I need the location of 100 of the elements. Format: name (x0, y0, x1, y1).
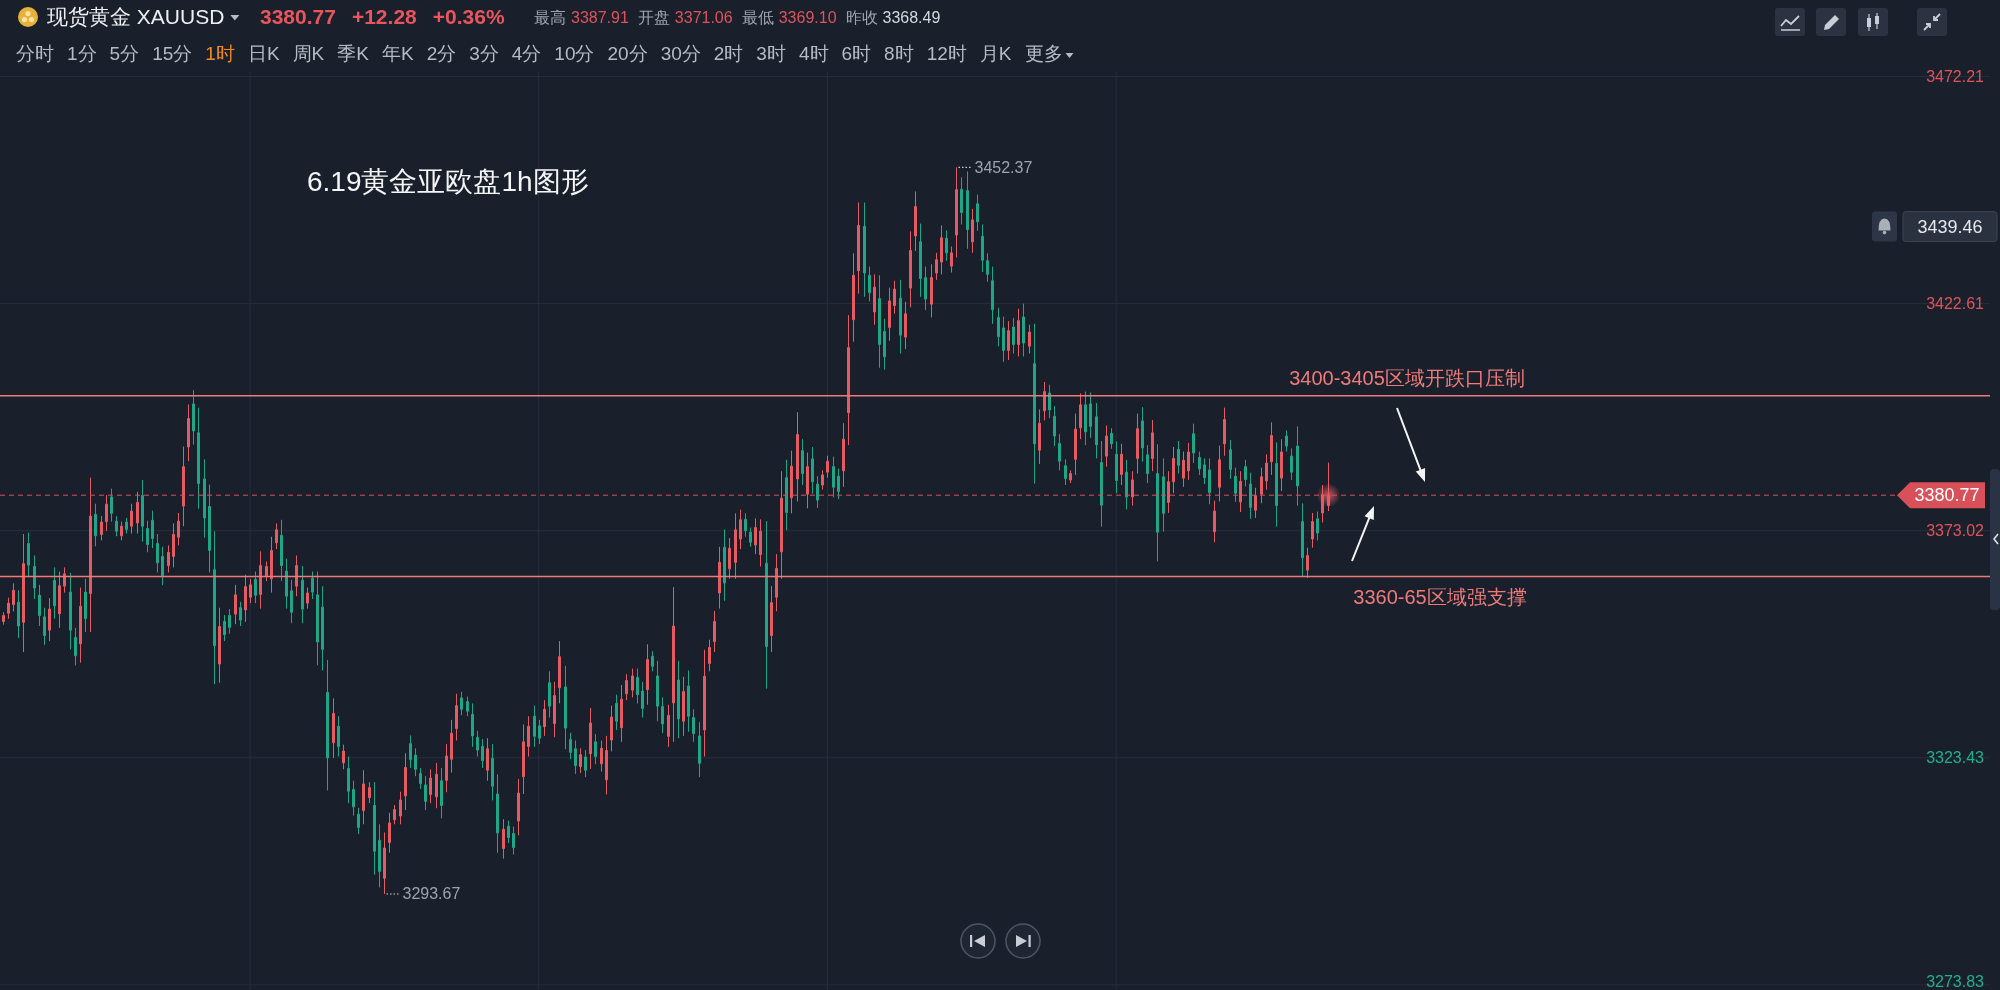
candlestick (1120, 443, 1123, 486)
candlestick (1084, 391, 1087, 446)
candlestick (826, 455, 829, 479)
annotation: 3439.46 (1917, 216, 1983, 237)
candlestick (945, 229, 948, 262)
candlestick (352, 780, 355, 817)
candlestick (1043, 381, 1046, 421)
candlestick (63, 566, 66, 594)
candlestick (321, 585, 324, 671)
candlestick (2, 611, 5, 626)
annotation: 6.19黄金亚欧盘1h图形 (307, 166, 589, 197)
candlestick (579, 747, 582, 774)
candlestick (610, 705, 613, 752)
candlestick (141, 479, 144, 543)
candlestick (1182, 451, 1185, 488)
candlestick (790, 450, 793, 514)
candlestick (347, 755, 350, 804)
candlestick (1012, 317, 1015, 355)
candlestick (450, 719, 453, 774)
candlestick (280, 519, 283, 582)
candlestick (527, 715, 530, 757)
candlestick (172, 522, 175, 568)
candlestick (564, 665, 567, 750)
candlestick (847, 314, 850, 446)
candlestick (1146, 444, 1149, 484)
candlestick (1327, 462, 1330, 512)
candlestick (481, 738, 484, 769)
candlestick (362, 769, 365, 825)
candlestick (435, 762, 438, 809)
candlestick (130, 503, 133, 535)
candlestick (213, 530, 216, 685)
candlestick (74, 627, 77, 666)
candlestick (821, 469, 824, 491)
candlestick (105, 494, 108, 532)
candlestick (1249, 472, 1252, 520)
candlestick (734, 512, 737, 580)
candlestick (167, 544, 170, 573)
candlestick (1079, 392, 1082, 440)
candlestick (94, 503, 97, 547)
candlestick (1074, 413, 1077, 476)
candlestick (785, 459, 788, 531)
candlestick (429, 768, 432, 804)
candlestick (43, 607, 46, 646)
extreme-label: 3452.37 (957, 158, 1033, 176)
candlestick (986, 252, 989, 283)
alert-price: 3439.46 (1902, 211, 1998, 243)
candlestick (1167, 470, 1170, 514)
candlestick (1064, 458, 1067, 486)
candlestick (1069, 469, 1072, 484)
candlestick (368, 781, 371, 804)
candlestick (780, 470, 783, 580)
chart-title: 现货黄金 XAUUSD (47, 5, 225, 28)
candlestick (661, 696, 664, 734)
candlestick (1131, 470, 1134, 507)
candlestick (1198, 451, 1201, 476)
candlestick (775, 553, 778, 612)
candlestick (1234, 467, 1237, 503)
candlestick (899, 279, 902, 355)
candlestick (1162, 457, 1165, 533)
candlestick (600, 739, 603, 773)
candlestick (404, 752, 407, 811)
candlestick (69, 572, 72, 650)
candlestick (615, 694, 618, 731)
candlestick (816, 475, 819, 509)
candlestick (569, 732, 572, 760)
candlestick (522, 723, 525, 795)
candlestick (197, 407, 200, 510)
ref-line-label: 3360-65区域强支撑 (1353, 585, 1527, 608)
candlestick (930, 263, 933, 318)
candlestick (574, 739, 577, 775)
candlestick (682, 676, 685, 737)
candlestick (120, 521, 123, 541)
candlestick (1192, 423, 1195, 464)
candlestick (811, 446, 814, 495)
candlestick (1017, 308, 1020, 357)
candlestick (1038, 408, 1041, 465)
candlestick (290, 579, 293, 624)
candlestick (806, 451, 809, 509)
candlestick (888, 287, 891, 342)
candlestick (1223, 407, 1226, 457)
candlestick (1208, 457, 1211, 505)
candlestick (857, 201, 860, 295)
candlestick (589, 707, 592, 770)
candlestick (58, 571, 61, 629)
candlestick (388, 812, 391, 854)
candlestick (12, 582, 15, 612)
candlestick (723, 528, 726, 602)
candlestick (326, 659, 329, 791)
candlestick (1136, 413, 1139, 475)
candlestick (110, 488, 113, 523)
candlestick (1048, 384, 1051, 419)
candlestick (491, 743, 494, 801)
candlestick (728, 537, 731, 580)
candlestick (414, 747, 417, 777)
candlestick (708, 639, 711, 672)
candlestick (445, 743, 448, 793)
candlestick (259, 550, 262, 610)
candlestick (218, 607, 221, 684)
candlestick (440, 767, 443, 819)
candlestick (1028, 324, 1031, 355)
